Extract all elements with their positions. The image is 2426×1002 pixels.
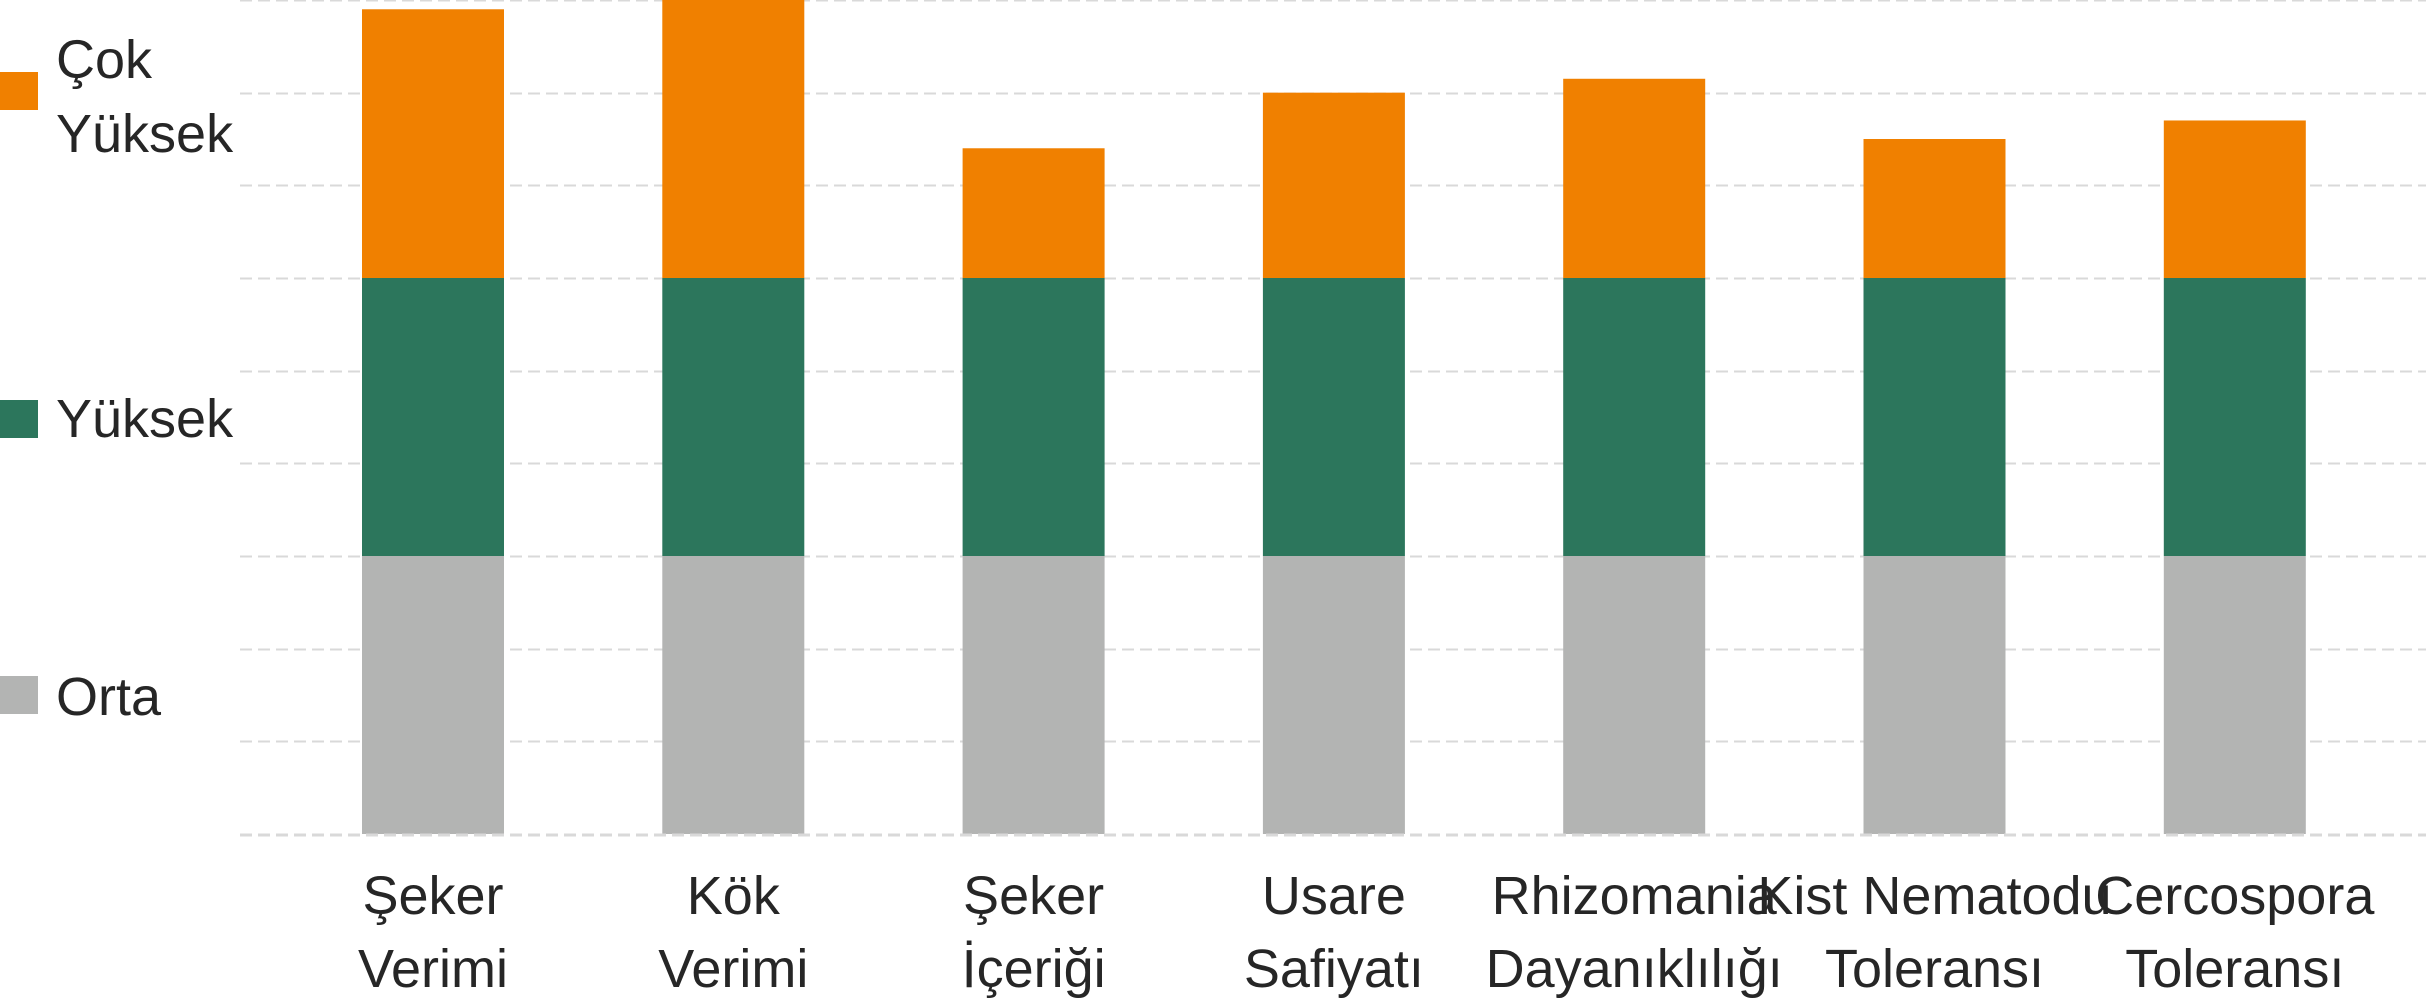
- category-labels: Şeker Verimi Kök Verimi Şeker İçeriği Usare Saf…: [358, 866, 2375, 999]
- bar-segment-yuksek: [2163, 278, 2306, 556]
- category-label-line: Rhizomania: [1492, 866, 1778, 926]
- category-label-line: Verimi: [358, 939, 508, 999]
- gridlines: [240, 0, 2426, 743]
- category-label: Şeker İçeriği: [962, 866, 1106, 999]
- bar-segment-yuksek: [362, 278, 504, 556]
- bar-segment-yuksek: [1563, 278, 1706, 556]
- bar-segment-cok-yuksek: [2163, 120, 2306, 278]
- legend: Çok Yüksek Yüksek Orta: [0, 30, 234, 727]
- bar-segment-orta: [1262, 556, 1405, 834]
- category-label-line: Cercospora: [2095, 866, 2375, 926]
- bars: [362, 0, 2306, 834]
- category-label: Kist Nematodu Toleransı: [1757, 866, 2111, 999]
- category-label-line: Kök: [687, 866, 781, 926]
- legend-label-line: Yüksek: [56, 389, 234, 449]
- legend-label: Çok Yüksek: [56, 30, 234, 164]
- category-label: Usare Safiyatı: [1244, 866, 1424, 999]
- bar-segment-yuksek: [1863, 278, 2006, 556]
- category-label-line: Verimi: [658, 939, 808, 999]
- category-label-line: Kist Nematodu: [1757, 866, 2111, 926]
- category-label-line: Safiyatı: [1244, 939, 1424, 999]
- bar-segment-cok-yuksek: [1863, 139, 2006, 278]
- bar-segment-orta: [1563, 556, 1706, 834]
- legend-swatch: [0, 72, 38, 110]
- legend-swatch: [0, 400, 38, 438]
- bar-segment-orta: [362, 556, 504, 834]
- legend-label-line: Çok: [56, 30, 153, 90]
- legend-label: Orta: [56, 667, 162, 727]
- legend-label-line: Yüksek: [56, 104, 234, 164]
- category-label-line: Toleransı: [2125, 939, 2344, 999]
- bar-segment-orta: [662, 556, 805, 834]
- category-label-line: İçeriği: [962, 939, 1106, 999]
- category-label: Kök Verimi: [658, 866, 808, 999]
- bar-segment-cok-yuksek: [962, 148, 1105, 278]
- category-label-line: Şeker: [362, 866, 503, 926]
- bar-segment-cok-yuksek: [1563, 78, 1706, 279]
- bar-segment-yuksek: [1262, 278, 1405, 556]
- category-label: Şeker Verimi: [358, 866, 508, 999]
- bar-segment-orta: [2163, 556, 2306, 834]
- category-label: Rhizomania Dayanıklılığı: [1486, 866, 1783, 999]
- bar-segment-yuksek: [662, 278, 805, 556]
- bar-segment-cok-yuksek: [662, 0, 805, 278]
- legend-label-line: Orta: [56, 667, 162, 727]
- legend-label: Yüksek: [56, 389, 234, 449]
- bar-segment-orta: [1863, 556, 2006, 834]
- category-label-line: Usare: [1262, 866, 1406, 926]
- bar-segment-yuksek: [962, 278, 1105, 556]
- category-label-line: Toleransı: [1825, 939, 2044, 999]
- category-label-line: Şeker: [963, 866, 1104, 926]
- legend-swatch: [0, 676, 38, 714]
- bar-segment-cok-yuksek: [1262, 92, 1405, 279]
- category-label-line: Dayanıklılığı: [1486, 939, 1783, 999]
- bar-segment-cok-yuksek: [362, 9, 504, 279]
- category-label: Cercospora Toleransı: [2095, 866, 2375, 999]
- bar-segment-orta: [962, 556, 1105, 834]
